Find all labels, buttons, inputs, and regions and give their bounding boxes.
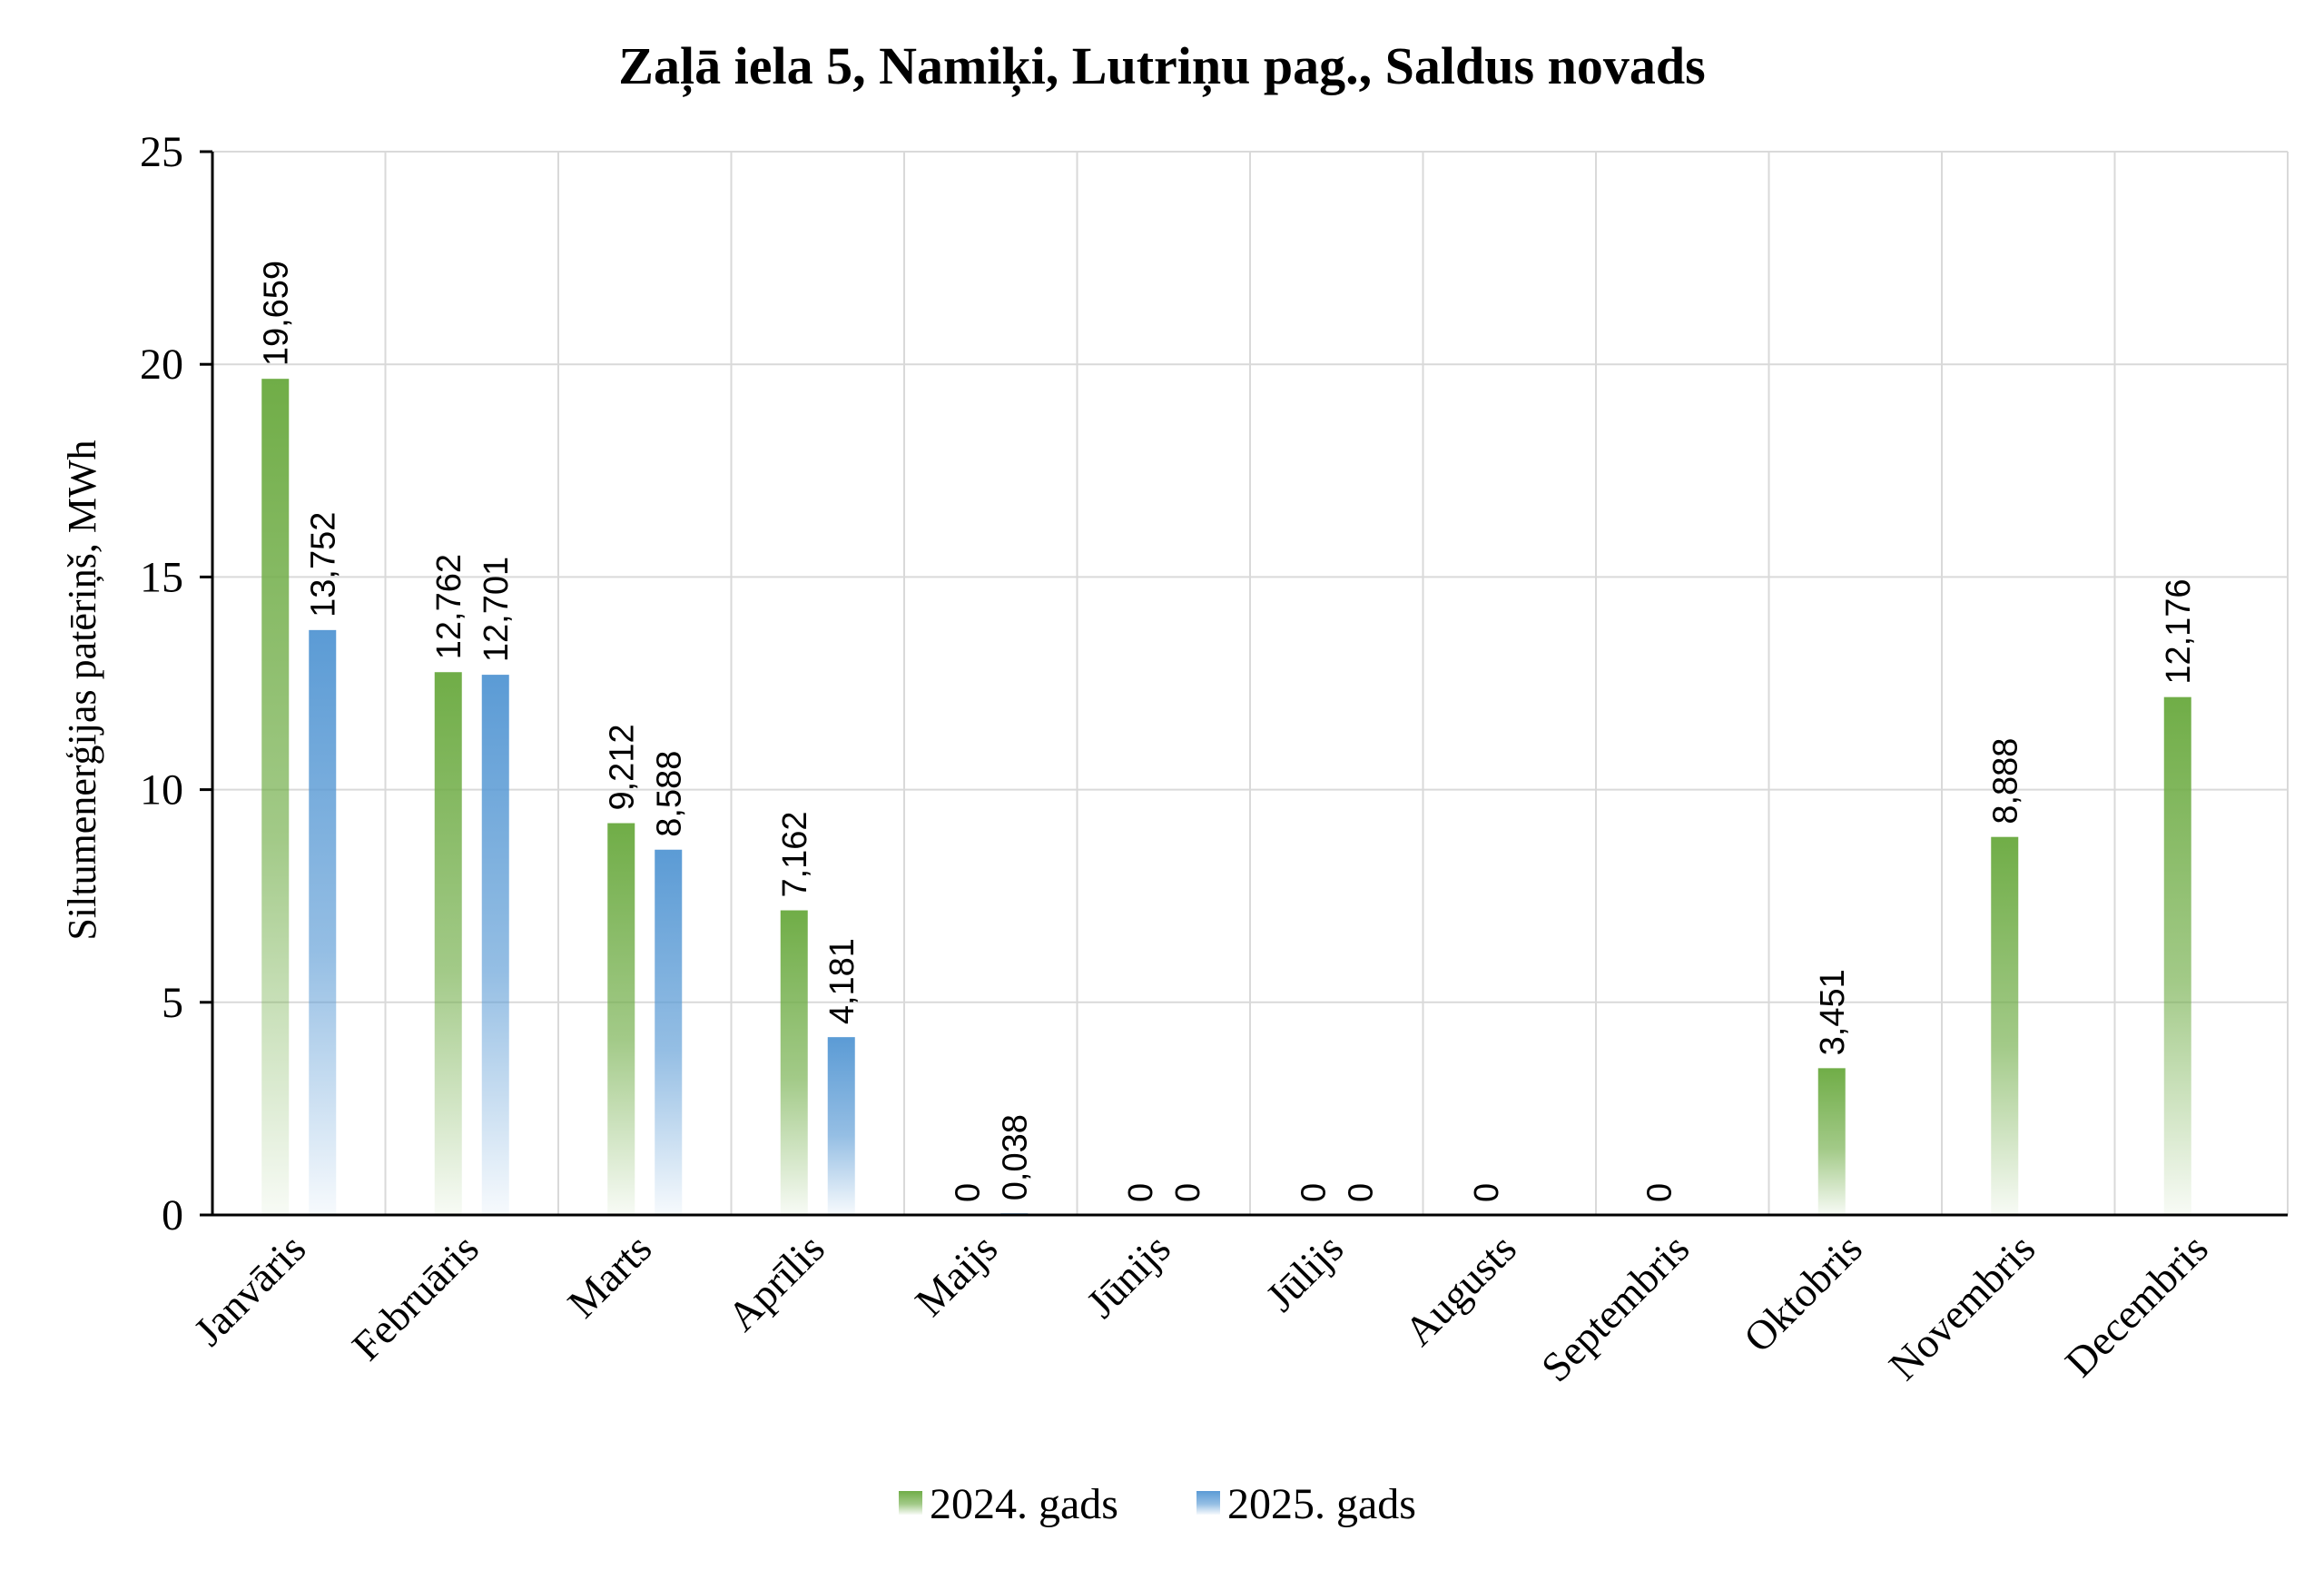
- data-label: 0: [1122, 1183, 1160, 1202]
- data-label: 12,762: [430, 554, 468, 659]
- data-label: 3,451: [1814, 969, 1852, 1055]
- x-tick-label: Oktobris: [1735, 1225, 1871, 1361]
- data-label: 8,888: [1986, 738, 2024, 825]
- bars: [261, 379, 2191, 1215]
- bar: [1817, 1068, 1846, 1215]
- data-label: 0: [1295, 1183, 1333, 1202]
- data-label: 9,212: [603, 724, 641, 810]
- legend-label: 2024. gads: [930, 1480, 1118, 1528]
- data-label: 0: [1468, 1183, 1506, 1202]
- data-label: 13,752: [304, 512, 342, 617]
- bar: [1991, 836, 2019, 1215]
- bar: [780, 910, 808, 1215]
- bar: [827, 1037, 855, 1215]
- data-label: 12,176: [2160, 578, 2198, 684]
- y-tick-label: 25: [140, 128, 183, 176]
- axes: 0 5 10 15 20 25 Janvāris Februāris Marts Aprīlis M…: [140, 128, 2288, 1390]
- y-tick-label: 5: [162, 979, 183, 1027]
- bar: [607, 823, 635, 1215]
- data-label: 0: [1342, 1183, 1380, 1202]
- x-tick-label: Augusts: [1395, 1225, 1525, 1355]
- legend: 2024. gads 2025. gads: [899, 1480, 1416, 1528]
- legend-label: 2025. gads: [1227, 1480, 1416, 1528]
- x-tick-label: Marts: [558, 1225, 660, 1327]
- y-tick-label: 0: [162, 1191, 183, 1239]
- y-tick-label: 10: [140, 766, 183, 815]
- x-tick-label: Aprīlis: [718, 1225, 832, 1339]
- data-label: 0: [1640, 1183, 1679, 1202]
- x-tick-label: Septembris: [1532, 1225, 1698, 1390]
- y-tick-label: 20: [140, 341, 183, 389]
- data-label: 0: [1169, 1183, 1207, 1202]
- x-tick-label: Maijs: [906, 1225, 1006, 1325]
- bar: [261, 379, 290, 1215]
- x-tick-label: Janvāris: [185, 1225, 315, 1355]
- bar: [481, 675, 509, 1215]
- gridlines: [212, 151, 2289, 1215]
- legend-swatch: [899, 1491, 922, 1515]
- data-label: 19,659: [257, 261, 295, 366]
- x-tick-label: Jūlijs: [1257, 1225, 1353, 1320]
- y-axis-label: Siltumenerģijas patēriņš, MWh: [60, 439, 104, 940]
- bar: [2163, 696, 2191, 1215]
- data-label: 7,162: [776, 811, 814, 897]
- bar: [434, 672, 462, 1215]
- chart-title: Zaļā iela 5, Namiķi, Lutriņu pag., Saldu…: [618, 36, 1705, 97]
- legend-swatch: [1196, 1491, 1220, 1515]
- data-label: 12,701: [478, 557, 516, 662]
- x-tick-label: Novembris: [1880, 1225, 2044, 1389]
- y-tick-label: 15: [140, 553, 183, 601]
- data-label: 4,181: [823, 938, 862, 1024]
- bar: [309, 629, 337, 1215]
- x-tick-label: Decembris: [2056, 1225, 2217, 1386]
- data-label: 0,038: [996, 1114, 1034, 1200]
- x-tick-label: Jūnijs: [1078, 1225, 1179, 1327]
- data-label: 8,588: [650, 751, 688, 837]
- bar: [655, 849, 683, 1215]
- data-label: 0: [949, 1183, 987, 1202]
- x-tick-label: Februāris: [343, 1225, 487, 1369]
